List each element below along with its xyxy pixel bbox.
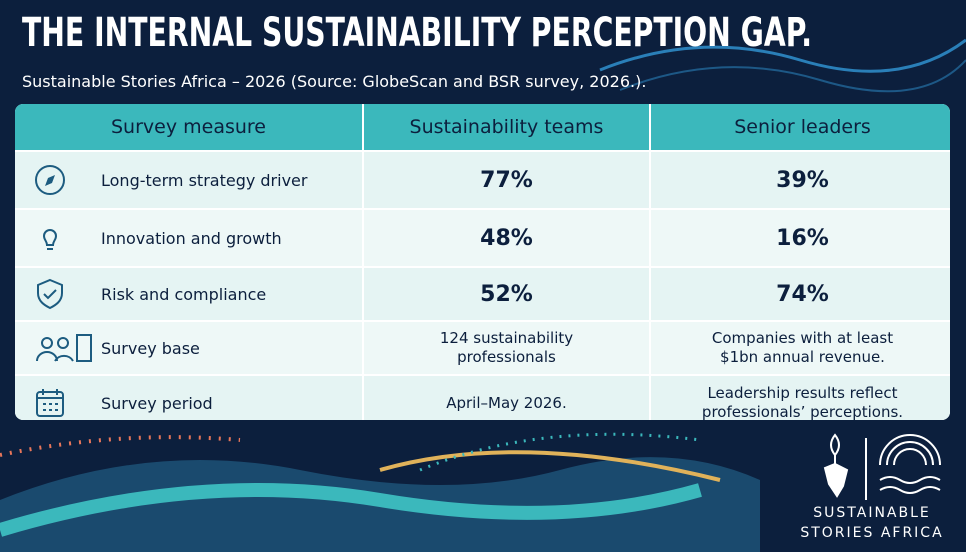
icon	[36, 389, 64, 417]
cell-text: Survey base	[101, 338, 200, 358]
cell-text: April–May 2026.	[446, 393, 567, 412]
cell: 52%	[364, 268, 649, 320]
icon	[35, 165, 65, 195]
cell-text: Long-term strategy driver	[101, 170, 308, 190]
cell: Innovation and growth	[15, 210, 362, 266]
cell-text: Risk and compliance	[101, 284, 267, 304]
logo-text: SUSTAINABLE	[813, 505, 931, 521]
cell: 124 sustainability professionals	[364, 322, 649, 374]
cell: 39%	[651, 152, 950, 208]
table: Survey measure Sustainability teams Seni…	[15, 104, 950, 420]
cell: 16%	[651, 210, 950, 266]
cell-text: Survey period	[101, 393, 213, 413]
cell: Leadership results reflect professionals…	[651, 376, 950, 420]
title: THE INTERNAL SUSTAINABILITY PERCEPTION G…	[22, 10, 812, 56]
cell-text: Innovation and growth	[101, 228, 282, 248]
cell-text: Companies with at least $1bn annual reve…	[711, 329, 894, 366]
subtitle: Sustainable Stories Africa – 2026 (Sourc…	[22, 72, 647, 91]
cell: Survey period	[15, 376, 362, 420]
cell: April–May 2026.	[364, 376, 649, 420]
icon	[37, 278, 63, 310]
header-cell: Survey measure	[15, 104, 362, 150]
cell: 77%	[364, 152, 649, 208]
cell: Survey base	[15, 322, 362, 374]
icon	[42, 229, 58, 250]
cell: 74%	[651, 268, 950, 320]
header-cell: Senior leaders	[651, 104, 950, 150]
cell-text: Leadership results reflect professionals…	[701, 384, 904, 420]
cell: 48%	[364, 210, 649, 266]
cell: Long-term strategy driver	[15, 152, 362, 208]
cell: Risk and compliance	[15, 268, 362, 320]
icon	[36, 334, 92, 362]
logo-text: STORIES AFRICA	[800, 525, 943, 541]
cell-text: 124 sustainability professionals	[439, 329, 574, 366]
cell: Companies with at least $1bn annual reve…	[651, 322, 950, 374]
header-cell: Sustainability teams	[364, 104, 649, 150]
